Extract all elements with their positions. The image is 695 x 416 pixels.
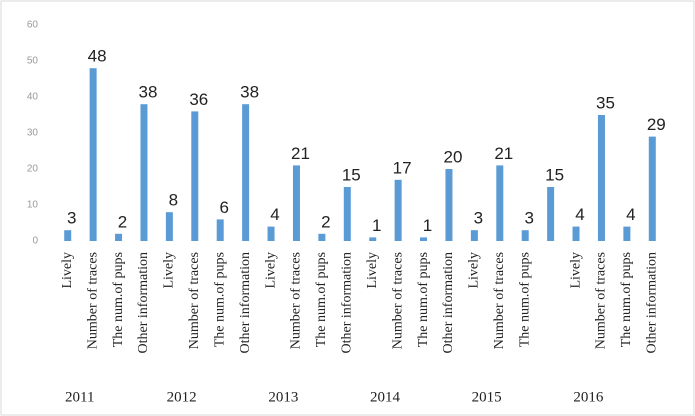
bar xyxy=(191,111,199,242)
data-label: 8 xyxy=(169,191,178,210)
x-tick-label: The num.of pups xyxy=(416,252,431,347)
data-label: 38 xyxy=(138,83,157,102)
data-label: 20 xyxy=(443,147,462,166)
data-label: 1 xyxy=(423,216,432,235)
x-tick-label: Lively xyxy=(263,252,278,289)
bar xyxy=(445,169,453,241)
x-tick-label: Number of traces xyxy=(85,252,100,349)
bar xyxy=(394,179,402,241)
bar xyxy=(496,165,504,241)
x-tick-label: Other information xyxy=(340,252,355,353)
group-label: 2014 xyxy=(370,389,401,405)
x-tick-label: Lively xyxy=(568,252,583,289)
data-label: 48 xyxy=(88,47,107,66)
group-label: 2016 xyxy=(573,389,604,405)
data-label: 4 xyxy=(270,205,279,224)
data-label: 3 xyxy=(524,209,533,228)
bar xyxy=(242,104,250,241)
y-tick-label: 40 xyxy=(27,92,39,103)
x-tick-label: Other information xyxy=(136,252,151,353)
data-label: 21 xyxy=(291,144,310,163)
bar xyxy=(115,233,123,241)
data-label: 29 xyxy=(647,115,666,134)
bar xyxy=(343,187,351,241)
x-tick-label: The num.of pups xyxy=(314,252,329,347)
bar xyxy=(292,165,300,241)
bar xyxy=(420,237,428,241)
data-label: 2 xyxy=(321,212,330,231)
data-label: 15 xyxy=(545,165,564,184)
x-tick-label: The num.of pups xyxy=(212,252,227,347)
y-tick-label: 10 xyxy=(27,200,39,211)
bar xyxy=(572,226,580,241)
group-label: 2012 xyxy=(167,389,197,405)
bar xyxy=(165,212,173,241)
x-tick-label: Number of traces xyxy=(594,252,609,349)
bar xyxy=(216,219,224,241)
bar xyxy=(267,226,275,241)
bar xyxy=(623,226,631,241)
data-label: 3 xyxy=(67,209,76,228)
y-tick-label: 50 xyxy=(27,56,39,67)
bar xyxy=(369,237,377,241)
data-label: 35 xyxy=(596,93,615,112)
x-tick-label: Other information xyxy=(441,252,456,353)
group-label: 2013 xyxy=(268,389,298,405)
x-tick-label: The num.of pups xyxy=(619,252,634,347)
bar xyxy=(521,230,529,241)
x-tick-label: The num.of pups xyxy=(111,252,126,347)
data-label: 4 xyxy=(575,205,584,224)
bar xyxy=(597,115,605,241)
data-label: 17 xyxy=(393,158,412,177)
y-tick-label: 60 xyxy=(27,20,39,31)
data-label: 36 xyxy=(189,90,208,109)
bar xyxy=(470,230,478,241)
x-tick-label: Other information xyxy=(238,252,253,353)
y-tick-label: 30 xyxy=(27,128,39,139)
data-label: 4 xyxy=(626,205,635,224)
data-label: 15 xyxy=(342,165,361,184)
data-label: 6 xyxy=(219,198,228,217)
bar xyxy=(648,136,656,241)
x-tick-label: The num.of pups xyxy=(517,252,532,347)
group-label: 2015 xyxy=(472,389,502,405)
y-tick-label: 0 xyxy=(32,236,38,247)
y-tick-label: 20 xyxy=(27,164,39,175)
data-label: 3 xyxy=(474,209,483,228)
x-tick-label: Lively xyxy=(467,252,482,289)
x-tick-label: Number of traces xyxy=(390,252,405,349)
x-tick-label: Number of traces xyxy=(492,252,507,349)
x-tick-label: Lively xyxy=(162,252,177,289)
group-label: 2011 xyxy=(65,389,94,405)
bar xyxy=(318,233,326,241)
x-tick-label: Lively xyxy=(60,252,75,289)
bar xyxy=(64,230,72,241)
bar xyxy=(89,68,97,241)
bar xyxy=(547,187,555,241)
data-label: 38 xyxy=(240,83,259,102)
x-tick-label: Lively xyxy=(365,252,380,289)
x-tick-label: Other information xyxy=(645,252,660,353)
bar xyxy=(140,104,148,241)
data-label: 21 xyxy=(494,144,513,163)
x-tick-label: Number of traces xyxy=(187,252,202,349)
x-tick-label: Number of traces xyxy=(289,252,304,349)
data-label: 2 xyxy=(118,212,127,231)
data-label: 1 xyxy=(372,216,381,235)
